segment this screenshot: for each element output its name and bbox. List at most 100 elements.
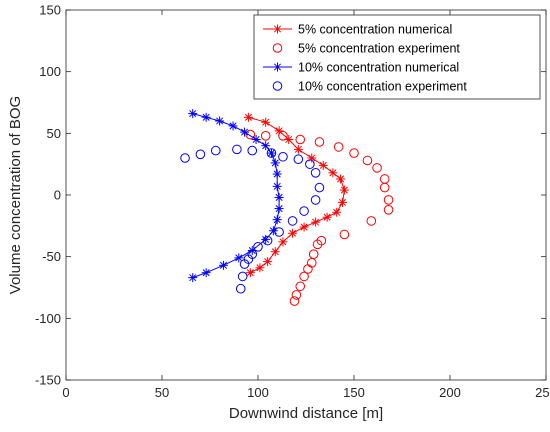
y-tick-label: 50 — [47, 126, 61, 141]
y-tick-label: -50 — [42, 249, 61, 264]
data-point — [272, 215, 282, 225]
data-point — [188, 109, 198, 119]
data-point — [278, 237, 288, 247]
data-point — [240, 127, 250, 137]
data-point — [245, 129, 256, 140]
legend-items: 5% concentration numerical 5% concentrati… — [263, 23, 467, 94]
data-point — [322, 212, 332, 222]
data-point — [366, 216, 377, 226]
data-point — [270, 158, 280, 168]
legend-label: 5% concentration experiment — [298, 42, 460, 56]
data-point — [215, 116, 225, 126]
legend: 5% concentration numerical 5% concentrati… — [253, 14, 541, 100]
series-2 — [245, 129, 394, 306]
data-point — [247, 145, 258, 156]
data-point — [337, 197, 347, 207]
data-point — [261, 117, 271, 127]
data-point — [261, 141, 271, 151]
legend-label: 5% concentration numerical — [298, 23, 452, 37]
data-point — [312, 239, 323, 250]
data-point — [299, 222, 309, 232]
legend-marker — [273, 62, 282, 72]
series-3 — [188, 109, 284, 283]
data-point — [339, 229, 350, 240]
data-point — [245, 268, 255, 278]
data-point — [287, 216, 298, 226]
y-tick-label: 0 — [54, 188, 61, 203]
data-point — [293, 154, 304, 165]
data-point — [272, 181, 282, 191]
series-layer — [180, 109, 394, 306]
legend-label: 10% concentration numerical — [298, 61, 459, 75]
data-point — [299, 206, 309, 216]
data-point — [268, 226, 278, 236]
data-point — [260, 131, 271, 141]
data-point — [311, 217, 321, 227]
y-tick-label: -150 — [35, 373, 61, 388]
data-point — [270, 247, 280, 257]
data-point — [328, 168, 338, 178]
legend-marker — [272, 81, 283, 91]
data-point — [253, 242, 263, 252]
data-point — [349, 148, 359, 158]
data-point — [232, 144, 242, 155]
data-point — [383, 195, 394, 205]
y-tick-label: 100 — [39, 64, 61, 79]
data-point — [266, 148, 277, 158]
data-point — [307, 153, 317, 163]
data-point — [255, 263, 265, 273]
data-point — [243, 112, 253, 122]
data-point — [274, 204, 284, 214]
legend-marker — [273, 24, 282, 34]
data-point — [310, 168, 321, 178]
data-point — [305, 159, 315, 169]
data-point — [288, 228, 298, 238]
y-axis-label: Volume concentration of BOG — [7, 96, 24, 294]
x-tick-label: 150 — [343, 385, 365, 400]
y-tick-label: 150 — [39, 3, 61, 18]
x-tick-label: 50 — [155, 385, 169, 400]
data-point — [379, 182, 390, 193]
data-point — [299, 271, 309, 282]
data-point — [274, 227, 284, 237]
x-tick-label: 250 — [535, 385, 550, 400]
data-point — [228, 121, 238, 131]
data-point — [272, 169, 282, 179]
data-point — [318, 160, 328, 170]
data-point — [210, 145, 221, 156]
data-point — [383, 205, 394, 215]
data-point — [274, 192, 284, 202]
data-point — [314, 182, 325, 193]
legend-entry: 10% concentration numerical — [263, 61, 459, 75]
legend-entry: 5% concentration experiment — [272, 42, 460, 56]
data-point — [332, 207, 342, 217]
data-point — [262, 235, 273, 246]
data-point — [362, 155, 373, 166]
data-point — [295, 134, 306, 145]
legend-marker — [272, 43, 283, 53]
data-point — [234, 253, 244, 263]
data-point — [235, 283, 246, 294]
data-point — [201, 112, 211, 122]
y-tick-label: -100 — [35, 311, 61, 326]
data-point — [188, 273, 198, 283]
x-tick-label: 100 — [247, 385, 269, 400]
data-point — [289, 296, 300, 306]
series-1 — [243, 112, 349, 278]
data-point — [195, 149, 206, 160]
tick-layer: 0 50 100 150 200 250 -150 -100 -50 0 50 100 150 — [35, 3, 550, 401]
data-point — [339, 185, 349, 195]
data-point — [278, 151, 288, 162]
data-point — [239, 259, 250, 269]
data-point — [310, 195, 321, 205]
legend-entry: 10% concentration experiment — [272, 80, 467, 94]
data-point — [251, 135, 261, 144]
legend-entry: 5% concentration numerical — [263, 23, 452, 37]
data-point — [303, 264, 313, 274]
data-point — [218, 260, 228, 270]
data-point — [291, 290, 302, 300]
data-point — [263, 257, 273, 267]
data-point — [266, 148, 276, 158]
x-axis-label: Downwind distance [m] — [229, 405, 383, 422]
